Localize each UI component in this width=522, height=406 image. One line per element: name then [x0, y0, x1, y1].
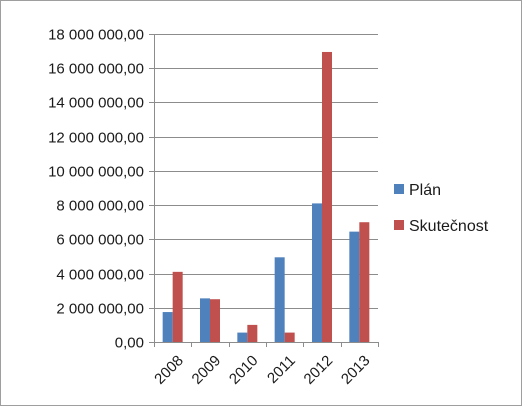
bar-skute-nost-2009 — [210, 299, 220, 342]
bar-skute-nost-2008 — [172, 271, 183, 342]
x-tick-label: 2008 — [151, 352, 187, 388]
x-tick-label: 2012 — [301, 352, 337, 388]
y-tick-label: 10 000 000,00 — [48, 164, 144, 181]
bar-pl-n-2012 — [312, 203, 322, 342]
bar-pl-n-2009 — [200, 298, 210, 342]
x-tick-label: 2013 — [338, 352, 374, 388]
bar-pl-n-2011 — [274, 257, 285, 342]
bar-pl-n-2010 — [237, 332, 248, 342]
y-tick-label: 2 000 000,00 — [56, 301, 144, 318]
bar-skute-nost-2010 — [247, 324, 258, 342]
y-tick-label: 0,00 — [115, 335, 144, 352]
bar-pl-n-2008 — [162, 312, 173, 342]
x-tick-label: 2009 — [189, 352, 225, 388]
y-tick-label: 12 000 000,00 — [48, 130, 144, 147]
bar-skute-nost-2011 — [284, 332, 295, 342]
y-tick-label: 6 000 000,00 — [56, 232, 144, 249]
x-tick-label: 2011 — [264, 352, 299, 387]
legend-label-skute-nost: Skutečnost — [409, 218, 489, 235]
legend-swatch-skute-nost — [394, 220, 404, 230]
legend-label-pl-n: Plán — [409, 182, 441, 199]
x-tick-label: 2010 — [226, 352, 262, 388]
y-tick-label: 8 000 000,00 — [56, 198, 144, 215]
bar-pl-n-2013 — [349, 231, 360, 342]
bar-skute-nost-2012 — [322, 51, 332, 342]
y-tick-label: 4 000 000,00 — [56, 267, 144, 284]
y-tick-label: 16 000 000,00 — [48, 61, 144, 78]
legend-swatch-pl-n — [394, 184, 404, 194]
y-tick-label: 18 000 000,00 — [48, 27, 144, 44]
y-tick-label: 14 000 000,00 — [48, 95, 144, 112]
bar-skute-nost-2013 — [359, 222, 370, 342]
